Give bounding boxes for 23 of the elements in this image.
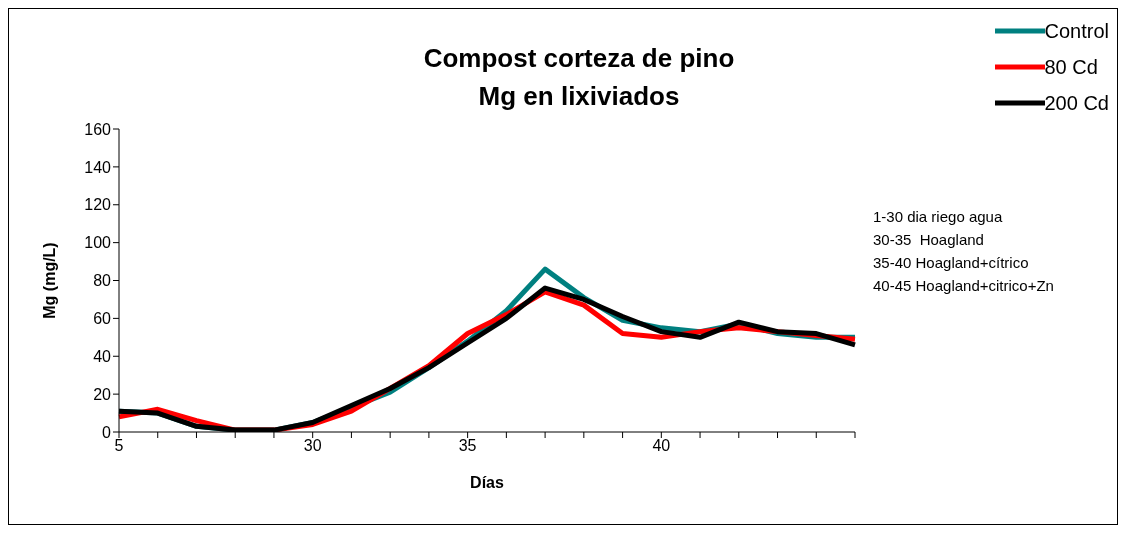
legend-label: 80 Cd bbox=[1044, 55, 1098, 79]
x-axis-title: Días bbox=[470, 474, 504, 491]
y-tick-label: 0 bbox=[102, 423, 112, 441]
x-tick-label: 40 bbox=[652, 437, 671, 455]
legend-label: 200 Cd bbox=[1044, 91, 1109, 115]
y-tick-label: 140 bbox=[84, 158, 112, 176]
y-tick-label: 40 bbox=[93, 347, 112, 365]
y-tick-label: 100 bbox=[84, 234, 112, 252]
y-tick-label: 80 bbox=[93, 272, 112, 290]
text: 35-40 Hoagland+cítrico bbox=[873, 253, 1030, 273]
text: 40-45 Hoagland+citrico+Zn bbox=[873, 276, 1054, 296]
legend-label: Control bbox=[1044, 19, 1109, 43]
y-tick-label: 60 bbox=[93, 310, 112, 328]
x-tick-label: 35 bbox=[458, 437, 477, 455]
text: 1-30 dia riego agua bbox=[873, 207, 1004, 227]
chart-title: Compost corteza de pino Mg en lixiviados bbox=[422, 42, 736, 113]
y-tick-label: 120 bbox=[84, 196, 112, 214]
text: 30-35 Hoagland bbox=[873, 230, 985, 250]
y-axis-title: Mg (mg/L) bbox=[40, 242, 58, 319]
x-tick-label: 5 bbox=[114, 437, 124, 455]
y-tick-label: 20 bbox=[93, 385, 112, 403]
x-tick-label: 30 bbox=[303, 437, 322, 455]
y-tick-label: 160 bbox=[84, 120, 112, 138]
